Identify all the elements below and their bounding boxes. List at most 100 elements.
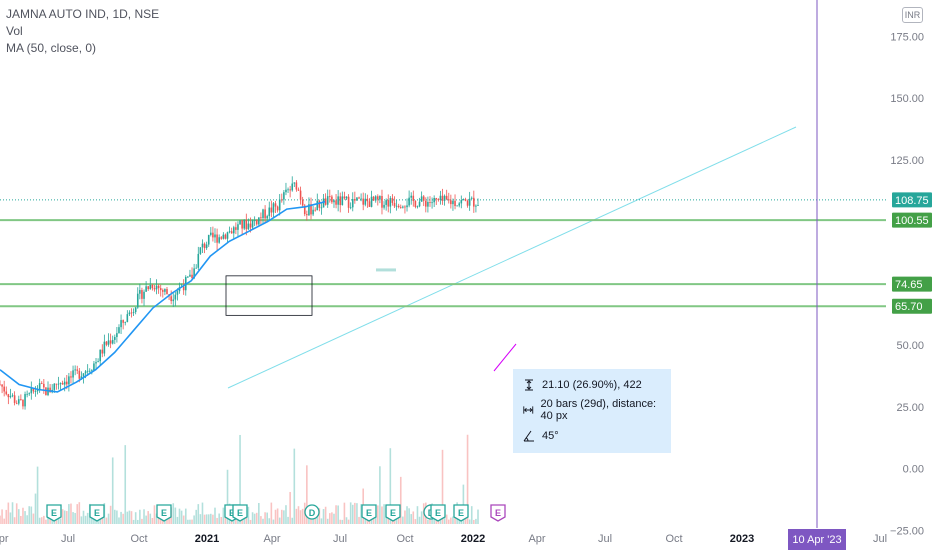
candle-body xyxy=(197,253,200,268)
candle-body xyxy=(136,293,139,308)
x-axis-tick-label[interactable]: Jul xyxy=(873,533,887,545)
level-price-badge-bg[interactable] xyxy=(892,298,932,314)
candle-body xyxy=(205,244,208,249)
earnings-marker[interactable] xyxy=(232,504,248,522)
candle-body xyxy=(105,341,108,345)
candle-body xyxy=(166,289,168,295)
candle-body xyxy=(470,197,473,199)
volume-bar xyxy=(59,518,62,524)
candle-body xyxy=(345,196,348,199)
event-marker-label[interactable]: D xyxy=(309,508,316,518)
candle-body xyxy=(456,205,458,207)
volume-bar xyxy=(466,434,469,524)
level-price-badge-bg[interactable] xyxy=(892,212,932,228)
volume-bar xyxy=(193,515,195,524)
x-axis-tick-label[interactable]: Apr xyxy=(0,533,9,545)
y-axis-tick-label[interactable]: −25.00 xyxy=(890,525,924,537)
time-axis[interactable]: Apr Jul Oct 2021 Apr Jul Oct 2022 Apr Jul Oct 2023 J… xyxy=(0,533,887,545)
legend-title[interactable]: JAMNA AUTO IND, 1D, NSE xyxy=(6,7,160,21)
event-marker-label[interactable]: E xyxy=(51,508,57,518)
volume-bar xyxy=(331,512,333,524)
earnings-marker[interactable] xyxy=(385,504,401,522)
candle-body xyxy=(36,389,39,392)
candle-body xyxy=(260,217,262,219)
drawing-layer[interactable] xyxy=(225,268,396,316)
candle-body xyxy=(3,386,5,392)
dividend-marker[interactable] xyxy=(304,504,320,520)
volume-bar xyxy=(383,504,385,524)
volume-bar xyxy=(159,518,162,524)
event-markers-layer[interactable]: EEEEEDEEDEEE xyxy=(46,504,506,522)
event-marker-label[interactable]: E xyxy=(229,508,235,518)
earnings-marker[interactable] xyxy=(453,504,469,522)
volume-bar xyxy=(339,519,342,524)
moving-average-line xyxy=(0,200,326,393)
candle-body xyxy=(9,395,12,398)
event-marker-label[interactable]: E xyxy=(366,508,372,518)
volume-bar xyxy=(410,514,413,524)
earnings-marker[interactable] xyxy=(490,504,506,522)
candle-body xyxy=(214,234,216,238)
event-marker-label[interactable]: E xyxy=(161,508,167,518)
x-axis-tick-label[interactable]: Apr xyxy=(263,533,280,545)
volume-bar xyxy=(333,513,335,524)
earnings-marker[interactable] xyxy=(430,504,446,522)
candle-body xyxy=(61,382,64,385)
crosshair-time-badge xyxy=(788,529,846,550)
volume-bar xyxy=(462,484,465,524)
event-marker-label[interactable]: E xyxy=(390,508,396,518)
legend-moving-average[interactable]: MA (50, close, 0) xyxy=(6,41,97,55)
price-axis[interactable]: 175.00150.00125.0050.0025.000.00−25.0029… xyxy=(890,0,932,537)
x-axis-tick-label[interactable]: 2023 xyxy=(730,533,754,545)
event-marker-label[interactable]: E xyxy=(458,508,464,518)
y-axis-tick-label[interactable]: 150.00 xyxy=(890,93,924,105)
x-axis-tick-label[interactable]: 2022 xyxy=(461,533,485,545)
rectangle-drawing[interactable] xyxy=(225,275,313,316)
x-axis-tick-label[interactable]: Apr xyxy=(528,533,545,545)
x-axis-tick-label[interactable]: Jul xyxy=(333,533,347,545)
candle-body xyxy=(427,201,429,207)
earnings-marker[interactable] xyxy=(361,504,377,522)
level-price-badge[interactable]: 74.65 xyxy=(895,279,923,291)
x-axis-tick-label[interactable]: Oct xyxy=(665,533,682,545)
event-marker-label[interactable]: E xyxy=(435,508,441,518)
candle-body xyxy=(174,294,177,300)
y-axis-tick-label[interactable]: 25.00 xyxy=(896,402,924,414)
x-axis-tick-label[interactable]: Oct xyxy=(130,533,147,545)
earnings-marker[interactable] xyxy=(46,504,62,522)
currency-badge[interactable]: INR xyxy=(902,7,923,23)
x-axis-tick-label[interactable]: Oct xyxy=(396,533,413,545)
candle-body xyxy=(199,247,202,254)
event-marker-label[interactable]: E xyxy=(237,508,243,518)
event-marker-label[interactable]: E xyxy=(94,508,100,518)
volume-bar xyxy=(475,518,477,524)
candle-body xyxy=(28,393,31,395)
volume-bar xyxy=(134,512,137,524)
y-axis-tick-label[interactable]: 50.00 xyxy=(896,340,924,352)
y-axis-tick-label[interactable]: 0.00 xyxy=(903,464,924,476)
x-axis-tick-label[interactable]: Jul xyxy=(61,533,75,545)
candle-body xyxy=(157,285,160,289)
candle-body xyxy=(368,201,371,207)
x-axis-tick-label[interactable]: 2021 xyxy=(195,533,219,545)
level-price-badge[interactable]: 65.70 xyxy=(895,301,923,313)
level-price-badge[interactable]: 100.55 xyxy=(895,215,929,227)
event-marker-label[interactable]: E xyxy=(495,508,501,518)
volume-bar xyxy=(153,505,156,524)
x-axis-tick-label[interactable]: Jul xyxy=(598,533,612,545)
legend-volume[interactable]: Vol xyxy=(6,24,23,38)
earnings-marker[interactable] xyxy=(89,504,105,522)
y-axis-tick-label[interactable]: 125.00 xyxy=(890,155,924,167)
last-price-badge-bg[interactable] xyxy=(892,192,932,208)
volume-bar xyxy=(147,511,150,524)
candle-body xyxy=(63,381,66,385)
volume-bar xyxy=(1,509,3,524)
y-axis-tick-label[interactable]: 175.00 xyxy=(890,31,924,43)
level-price-badge-bg[interactable] xyxy=(892,276,932,292)
candle-body xyxy=(280,199,283,201)
candle-body xyxy=(145,286,147,292)
earnings-marker[interactable] xyxy=(156,504,172,522)
candle-body xyxy=(49,387,51,393)
last-price-badge[interactable]: 108.75 xyxy=(895,195,929,207)
